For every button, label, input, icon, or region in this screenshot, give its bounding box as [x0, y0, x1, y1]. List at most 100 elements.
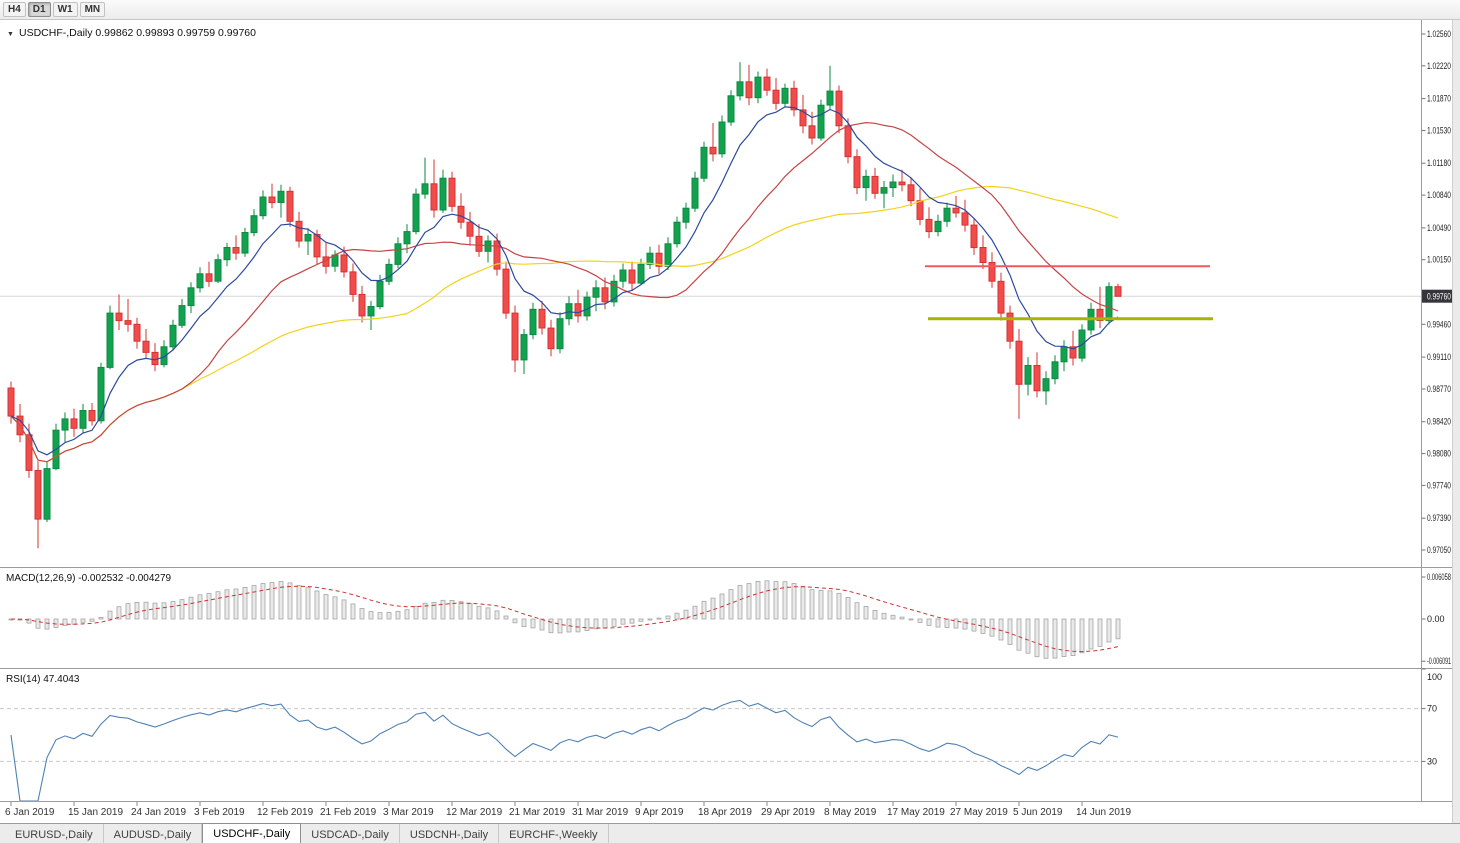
macd-histogram-bar: [944, 618, 950, 628]
tab-audusd-daily[interactable]: AUDUSD-,Daily: [104, 824, 203, 843]
tf-button-d1[interactable]: D1: [27, 2, 51, 17]
macd-axis-label: -0.006091: [1427, 656, 1451, 666]
tab-usdcad-daily[interactable]: USDCAD-,Daily: [301, 824, 400, 843]
candle-body: [511, 312, 519, 361]
price-axis-label: 0.97390: [1427, 513, 1451, 523]
macd-histogram-bar: [107, 610, 113, 620]
macd-histogram-bar: [530, 618, 536, 629]
candle-body: [871, 175, 879, 194]
candle-body: [745, 81, 753, 99]
macd-histogram-bar: [791, 583, 797, 620]
candle-body: [250, 215, 258, 234]
candle-body: [124, 320, 132, 325]
tab-usdchf-daily[interactable]: USDCHF-,Daily: [202, 823, 302, 843]
candle-body: [340, 254, 348, 273]
candle-body: [295, 220, 303, 242]
date-axis-label: 3 Mar 2019: [383, 807, 434, 818]
macd-histogram-bar: [377, 612, 383, 620]
macd-histogram-bar: [782, 581, 788, 620]
macd-histogram-bar: [548, 618, 554, 634]
rsi-axis-label: 70: [1427, 704, 1437, 714]
candle-body: [862, 175, 870, 189]
macd-histogram-bar: [629, 618, 635, 624]
candle-body: [1114, 286, 1122, 297]
date-axis-label: 27 May 2019: [950, 807, 1008, 818]
macd-histogram-bar: [710, 597, 716, 620]
macd-histogram-bar: [98, 617, 104, 620]
candle-body: [466, 221, 474, 237]
macd-histogram-bar: [683, 609, 689, 620]
candle-body: [889, 181, 897, 189]
macd-histogram-bar: [116, 606, 122, 620]
price-axis-label: 1.00150: [1427, 255, 1451, 265]
candle-body: [880, 187, 888, 194]
candle-body: [988, 262, 996, 282]
macd-histogram-bar: [368, 611, 374, 620]
macd-signal-line: [10, 585, 1119, 653]
macd-histogram-bar: [863, 606, 869, 620]
candle-body: [781, 87, 789, 104]
candle-body: [421, 183, 429, 195]
current-price-box: [1422, 289, 1452, 303]
macd-histogram-bar: [935, 618, 941, 628]
candle-body: [934, 220, 942, 233]
candle-body: [979, 247, 987, 263]
tab-eurchf-weekly[interactable]: EURCHF-,Weekly: [499, 824, 609, 843]
tab-usdcnh-daily[interactable]: USDCNH-,Daily: [400, 824, 500, 843]
macd-histogram-bar: [926, 618, 932, 626]
candle-body: [79, 410, 87, 429]
macd-histogram-bar: [1079, 618, 1085, 654]
candle-body: [547, 327, 555, 350]
axes-layer: 1.02560 1.02220 1.01870 1.01530 1.01180 1.008…: [0, 20, 1452, 802]
macd-axis-label: 0.00: [1427, 614, 1445, 624]
vertical-scrollbar[interactable]: [1452, 20, 1460, 823]
price-axis-label: 0.98770: [1427, 384, 1451, 394]
date-axis-layer: 6 Jan 2019 15 Jan 2019 24 Jan 2019 3 Feb 20…: [5, 802, 1131, 818]
price-chart: 1.02560 1.02220 1.01870 1.01530 1.01180 1.008…: [0, 20, 1460, 823]
candle-body: [682, 207, 690, 223]
chart-dropdown-icon[interactable]: ▼: [7, 31, 14, 38]
candle-body: [817, 104, 825, 139]
macd-histogram-bar: [638, 618, 644, 622]
candle-body: [1006, 312, 1014, 342]
candle-body: [223, 247, 231, 261]
macd-histogram-bar: [557, 618, 563, 634]
candle-body: [592, 287, 600, 298]
rsi-line: [10, 699, 1119, 802]
macd-histogram-bar: [188, 596, 194, 620]
drawn-objects-layer: [925, 265, 1213, 321]
macd-histogram-bar: [494, 610, 500, 620]
candle-body: [205, 273, 213, 282]
candle-body: [232, 247, 240, 254]
date-axis-label: 8 May 2019: [824, 807, 877, 818]
macd-histogram-bar: [1034, 618, 1040, 658]
macd-histogram-bar: [422, 602, 428, 620]
ma-mid-line: [10, 121, 1119, 463]
tf-button-w1[interactable]: W1: [52, 2, 78, 17]
candle-body: [574, 303, 582, 317]
candle-body: [493, 240, 501, 270]
candle-body: [214, 259, 222, 282]
candle-body: [286, 190, 294, 222]
candle-body: [835, 90, 843, 127]
symbol-tabbar: EURUSD-,Daily AUDUSD-,Daily USDCHF-,Daily U…: [0, 823, 1460, 843]
candle-body: [115, 312, 123, 322]
macd-histogram-bar: [179, 599, 185, 620]
tab-eurusd-daily[interactable]: EURUSD-,Daily: [5, 824, 104, 843]
candle-body: [304, 233, 312, 242]
candle-body: [25, 434, 33, 471]
candle-body: [1105, 286, 1113, 322]
candle-body: [313, 233, 321, 258]
macd-histogram-bar: [62, 618, 68, 626]
tf-button-h4[interactable]: H4: [3, 2, 26, 17]
tf-button-mn[interactable]: MN: [79, 2, 106, 17]
macd-histogram-bar: [647, 618, 653, 621]
macd-histogram-bar: [197, 594, 203, 620]
macd-histogram-bar: [134, 602, 140, 620]
macd-histogram-bar: [80, 618, 86, 623]
macd-histogram-bar: [674, 612, 680, 620]
macd-histogram-bar: [44, 618, 50, 630]
candle-body: [844, 125, 852, 158]
candle-body: [241, 232, 249, 254]
date-axis-label: 21 Mar 2019: [509, 807, 566, 818]
